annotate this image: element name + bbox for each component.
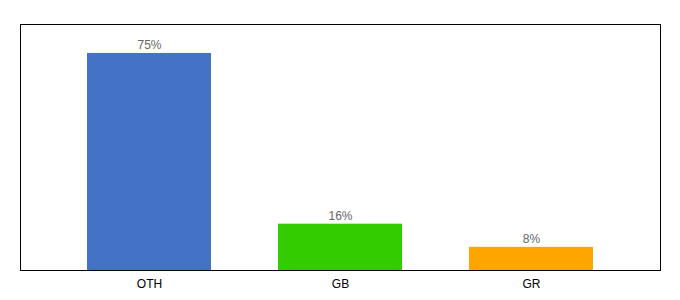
svg-text:GR: GR xyxy=(523,277,541,291)
svg-text:8%: 8% xyxy=(523,232,541,246)
svg-text:GB: GB xyxy=(332,277,349,291)
svg-text:16%: 16% xyxy=(328,209,352,223)
svg-text:75%: 75% xyxy=(137,38,161,52)
svg-text:OTH: OTH xyxy=(137,277,162,291)
